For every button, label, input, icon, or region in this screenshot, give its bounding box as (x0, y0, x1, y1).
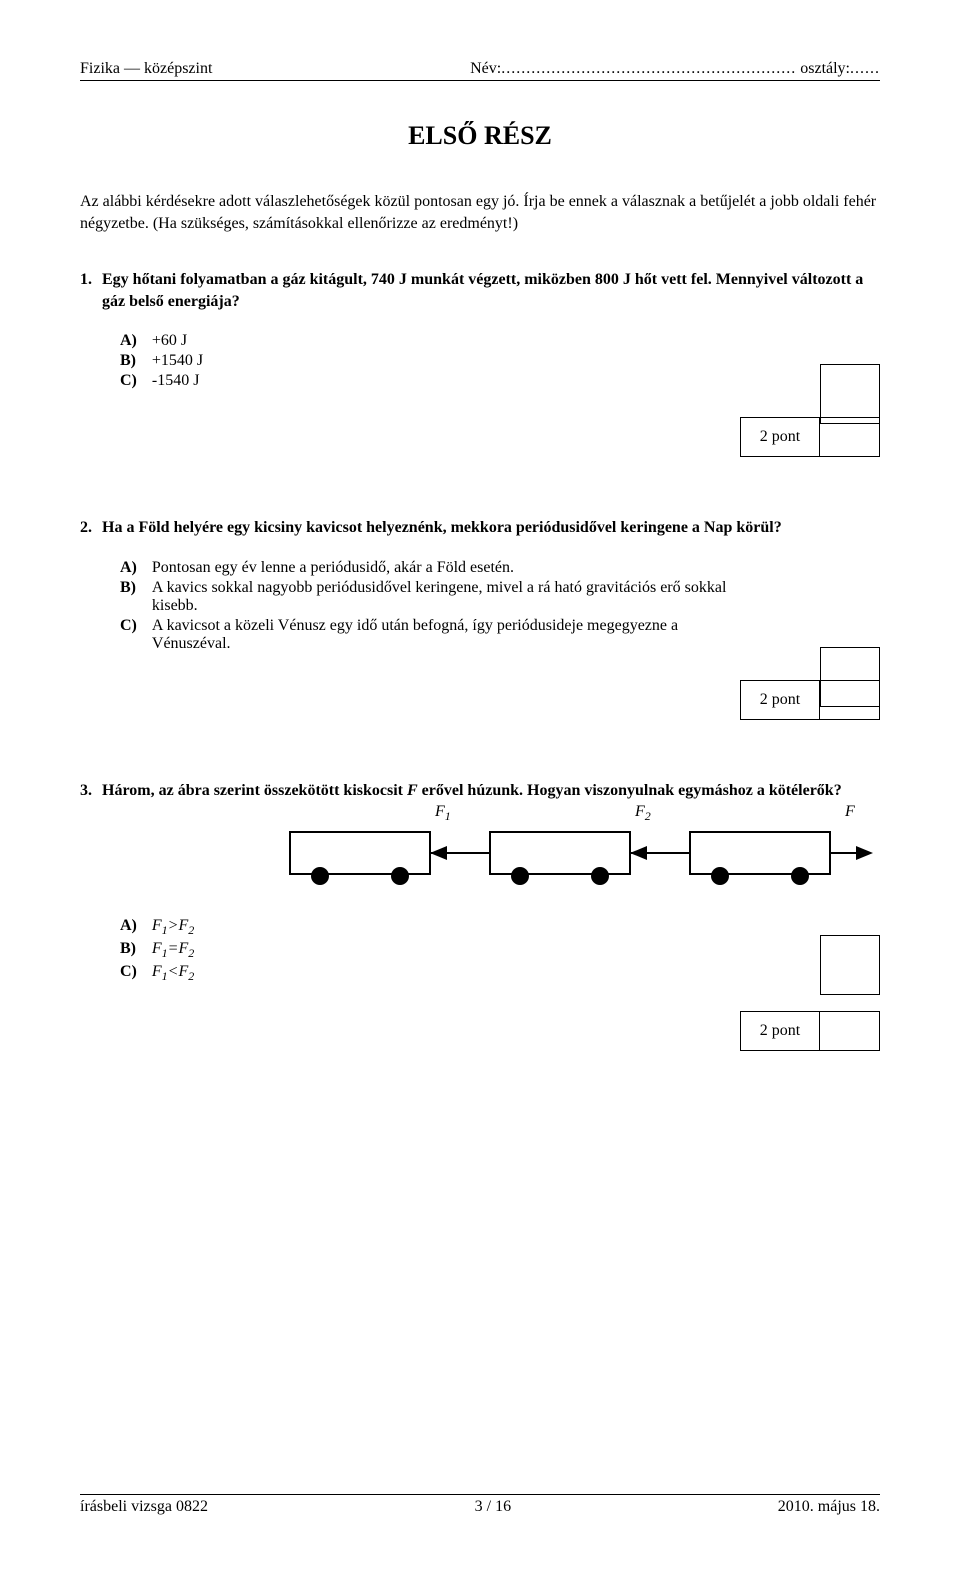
question-2: 2. Ha a Föld helyére egy kicsiny kavicso… (80, 517, 782, 539)
cart-svg (285, 812, 875, 887)
q2-option-b: B) A kavics sokkal nagyobb periódusidőve… (120, 579, 740, 617)
page-title: ELSŐ RÉSZ (80, 121, 880, 151)
footer-right: 2010. május 18. (778, 1498, 880, 1516)
q1-options: A) +60 J B) +1540 J C) -1540 J (120, 332, 203, 392)
q2-option-c: C) A kavicsot a közeli Vénusz egy idő ut… (120, 617, 740, 655)
q3-option-c-text: F1<F2 (152, 963, 194, 986)
q3-option-c: C) F1<F2 (120, 963, 194, 986)
header-name-field: Név:....................................… (470, 60, 880, 78)
q1-option-c: C) -1540 J (120, 372, 203, 392)
q3-answer-box[interactable] (820, 935, 880, 995)
label-f: F (845, 803, 855, 821)
q3-option-b-text: F1=F2 (152, 940, 194, 963)
q1-option-b: B) +1540 J (120, 352, 203, 372)
footer-left: írásbeli vizsga 0822 (80, 1498, 208, 1516)
question-1-block: 1. Egy hőtani folyamatban a gáz kitágult… (80, 269, 880, 457)
question-2-block: 2. Ha a Föld helyére egy kicsiny kavicso… (80, 517, 880, 720)
cart-diagram: F1 F2 F (285, 807, 880, 902)
q3-points-input[interactable] (820, 1011, 880, 1051)
question-1: 1. Egy hőtani folyamatban a gáz kitágult… (80, 269, 880, 312)
q3-option-a-text: F1>F2 (152, 917, 194, 940)
q1-points-label: 2 pont (740, 417, 820, 457)
question-3: 3. Három, az ábra szerint összekötött ki… (80, 780, 842, 802)
q1-answer-box[interactable] (820, 364, 880, 424)
q2-text: Ha a Föld helyére egy kicsiny kavicsot h… (102, 517, 782, 539)
q2-answer-box[interactable] (820, 647, 880, 707)
q1-number: 1. (80, 269, 102, 312)
label-f2: F2 (635, 803, 651, 824)
q2-options: A) Pontosan egy év lenne a periódusidő, … (120, 559, 740, 655)
q2-number: 2. (80, 517, 102, 539)
q3-text: Három, az ábra szerint összekötött kisko… (102, 780, 842, 802)
page-header: Fizika — középszint Név:................… (80, 60, 880, 81)
label-f1: F1 (435, 803, 451, 824)
header-subject: Fizika — középszint (80, 60, 212, 78)
q1-text: Egy hőtani folyamatban a gáz kitágult, 7… (102, 269, 880, 312)
q1-points-row: 2 pont (80, 417, 880, 457)
q3-points-row: 2 pont (80, 1011, 880, 1051)
q3-points-label: 2 pont (740, 1011, 820, 1051)
footer-center: 3 / 16 (475, 1498, 511, 1516)
q3-option-b: B) F1=F2 (120, 940, 194, 963)
intro-text: Az alábbi kérdésekre adott válaszlehetős… (80, 191, 880, 234)
page-footer: írásbeli vizsga 0822 3 / 16 2010. május … (80, 1494, 880, 1516)
q3-options: A) F1>F2 B) F1=F2 C) F1<F2 (120, 917, 194, 987)
q2-points-row: 2 pont (80, 680, 880, 720)
question-3-block: 3. Három, az ábra szerint összekötött ki… (80, 780, 880, 1051)
q2-option-a: A) Pontosan egy év lenne a periódusidő, … (120, 559, 740, 579)
q3-option-a: A) F1>F2 (120, 917, 194, 940)
q3-number: 3. (80, 780, 102, 802)
q1-option-a: A) +60 J (120, 332, 203, 352)
q2-points-label: 2 pont (740, 680, 820, 720)
